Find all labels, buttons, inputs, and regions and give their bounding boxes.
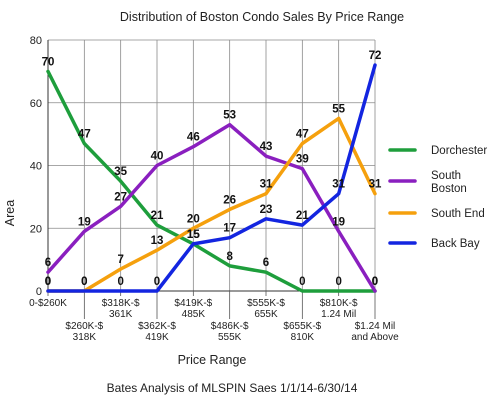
data-label: 0 [299,276,305,288]
data-label: 53 [223,110,236,122]
legend-label: South Boston [431,170,467,195]
data-label: 15 [187,229,200,241]
x-tick-label: 0-$260K [29,298,67,309]
data-label: 0 [117,276,123,288]
x-tick-label: $1.24 Mil and Above [351,321,399,343]
data-label: 15 [187,229,200,241]
data-label: 0 [372,276,378,288]
chart-title: Distribution of Boston Condo Sales By Pr… [120,10,404,24]
x-tick-label: $810K-$ 1.24 Mil [320,298,358,320]
data-label: 47 [296,129,309,141]
legend-label: Dorchester [431,145,487,157]
y-tick-label: 60 [30,98,42,110]
data-label: 0 [335,276,341,288]
legend: Dorchester South Boston South End Back Bay [388,145,487,250]
data-label: 0 [81,276,87,288]
data-label: 20 [187,213,200,225]
data-label: 70 [42,56,55,68]
series-line-south-boston [46,122,377,293]
x-tick-label: $555K-$ 655K [247,298,285,320]
series-line-back-bay [46,63,377,293]
data-label: 19 [332,216,345,228]
footnote: Bates Analysis of MLSPIN Saes 1/1/14-6/3… [107,381,358,395]
data-label: 0 [81,276,87,288]
grid [47,39,376,292]
x-tick-label: $318K-$ 361K [102,298,140,320]
legend-label: South End [431,208,485,220]
y-tick-label: 0 [36,286,42,298]
data-label: 7 [117,254,123,266]
data-label: 21 [151,210,164,222]
data-label: 31 [369,179,382,191]
data-label: 0 [154,276,160,288]
data-label: 0 [372,276,378,288]
data-label: 8 [226,251,233,263]
x-tick-label: $362K-$ 419K [138,321,176,343]
x-axis-title: Price Range [178,353,247,367]
data-label: 39 [296,154,309,166]
data-label: 0 [45,276,51,288]
x-tick-labels: 0-$260K $260K-$ 318K$318K-$ 361K$362K-$ 419K… [29,291,399,343]
data-label: 43 [260,141,273,153]
data-label: 6 [45,257,51,269]
data-label: 21 [296,210,309,222]
data-label: 0 [45,276,51,288]
data-label: 13 [151,235,164,247]
data-label: 72 [369,50,382,62]
y-axis-title: Area [3,200,17,226]
series-line-south-end [46,116,377,293]
data-label: 6 [263,257,269,269]
data-label: 31 [260,179,273,191]
data-labels: 70 47 35 21 15 8 6 0 0 0 6 19 27 40 46 53 43 39 19 0 0 0 7 13 20… [42,50,382,288]
data-label: 31 [332,179,345,191]
x-tick-label: $486K-$ 555K [211,321,249,343]
data-label: 47 [78,129,91,141]
data-label: 40 [151,151,164,163]
legend-label: Back Bay [431,238,480,250]
series-line-dorchester [46,69,377,293]
data-label: 17 [223,223,236,235]
series-lines [46,63,377,293]
data-label: 46 [187,132,200,144]
x-tick-label: $260K-$ 318K [65,321,103,343]
y-tick-label: 20 [30,223,42,235]
data-label: 35 [114,166,127,178]
x-tick-label: $655K-$ 810K [283,321,321,343]
data-label: 55 [332,103,345,115]
data-label: 23 [260,204,273,216]
y-tick-label: 80 [30,35,42,47]
data-label: 26 [223,194,236,206]
data-label: 27 [114,191,127,203]
data-label: 19 [78,216,91,228]
y-tick-label: 40 [30,161,42,173]
x-tick-label: $419K-$ 485K [174,298,212,320]
